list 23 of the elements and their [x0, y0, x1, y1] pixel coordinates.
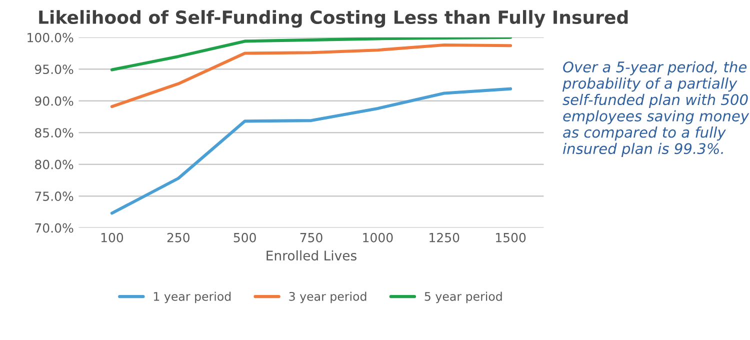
y-tick-label: 95.0% [34, 64, 74, 74]
x-tick-label: 250 [167, 232, 190, 242]
x-tick-label: 1000 [363, 232, 393, 242]
x-axis-title: Enrolled Lives [266, 250, 356, 261]
y-tick-label: 100.0% [28, 32, 74, 42]
y-tick-label: 90.0% [34, 96, 74, 106]
x-tick-label: 1500 [496, 232, 526, 242]
line-series [110, 43, 512, 108]
text: Over a 5-year period, the probability of a partially self-funded plan with 500 employees saving money as compared to a fully insured plan is 99.3%. [562, 61, 750, 157]
chart-title: Likelihood of Self-Funding Costing Less than Fully Insured [39, 10, 628, 28]
y-tick-label: 70.0% [35, 223, 74, 233]
legend-label: 3 year period [289, 292, 366, 304]
y-tick-label: 75.0% [35, 192, 74, 201]
line-series [110, 37, 512, 72]
line-series [110, 87, 512, 215]
legend-label: 5 year period [424, 292, 502, 304]
x-tick-label: 500 [234, 232, 256, 242]
y-tick-label: 85.0% [35, 128, 74, 138]
y-tick-label: 80.0% [35, 160, 74, 170]
legend-label: 1 year period [154, 292, 231, 304]
x-tick-label: 100 [101, 232, 124, 242]
x-tick-label: 750 [300, 232, 322, 242]
x-tick-label: 1250 [430, 232, 460, 242]
